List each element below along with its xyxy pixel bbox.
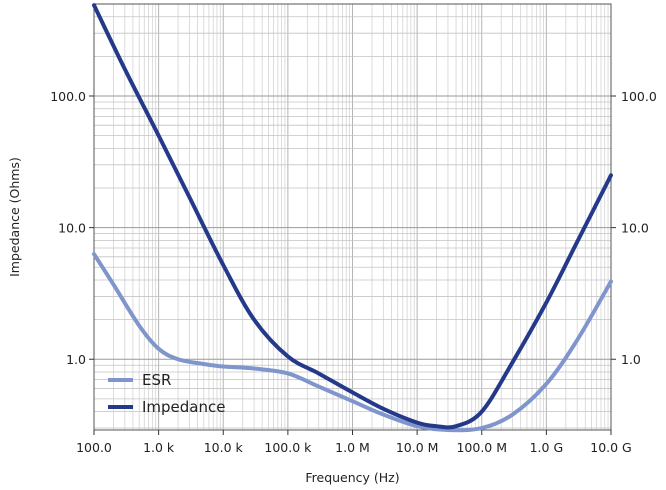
legend-label-impedance: Impedance — [142, 398, 225, 416]
x-tick-label: 1.0 k — [143, 440, 175, 455]
grid — [93, 3, 612, 430]
x-tick-label: 1.0 G — [530, 440, 564, 455]
y-tick-label-right: 100.0 — [621, 89, 657, 104]
series-layer — [92, 3, 613, 433]
y-axis-label: Impedance (Ohms) — [7, 157, 22, 277]
x-axis-label: Frequency (Hz) — [305, 470, 399, 485]
y-tick-label-left: 10.0 — [58, 221, 86, 236]
x-tick-label: 10.0 G — [590, 440, 632, 455]
y-tick-label-left: 100.0 — [50, 89, 86, 104]
legend: ESR Impedance — [108, 371, 225, 416]
y-tick-label-right: 1.0 — [621, 352, 641, 367]
legend-label-esr: ESR — [142, 371, 171, 389]
x-tick-label: 100.0 k — [264, 440, 312, 455]
series-line-impedance — [92, 3, 613, 430]
x-tick-label: 1.0 M — [335, 440, 370, 455]
x-tick-label: 100.0 M — [456, 440, 507, 455]
y-tick-label-left: 1.0 — [66, 352, 86, 367]
x-tick-label: 10.0 k — [204, 440, 244, 455]
x-tick-label: 10.0 M — [396, 440, 439, 455]
x-tick-label: 100.0 — [76, 440, 112, 455]
y-tick-label-right: 10.0 — [621, 221, 649, 236]
series-line-esr — [92, 252, 613, 433]
axis-ticks: 100.0 1.0 k 10.0 k 100.0 k 1.0 M 10.0 M 100.0 … — [50, 89, 657, 455]
